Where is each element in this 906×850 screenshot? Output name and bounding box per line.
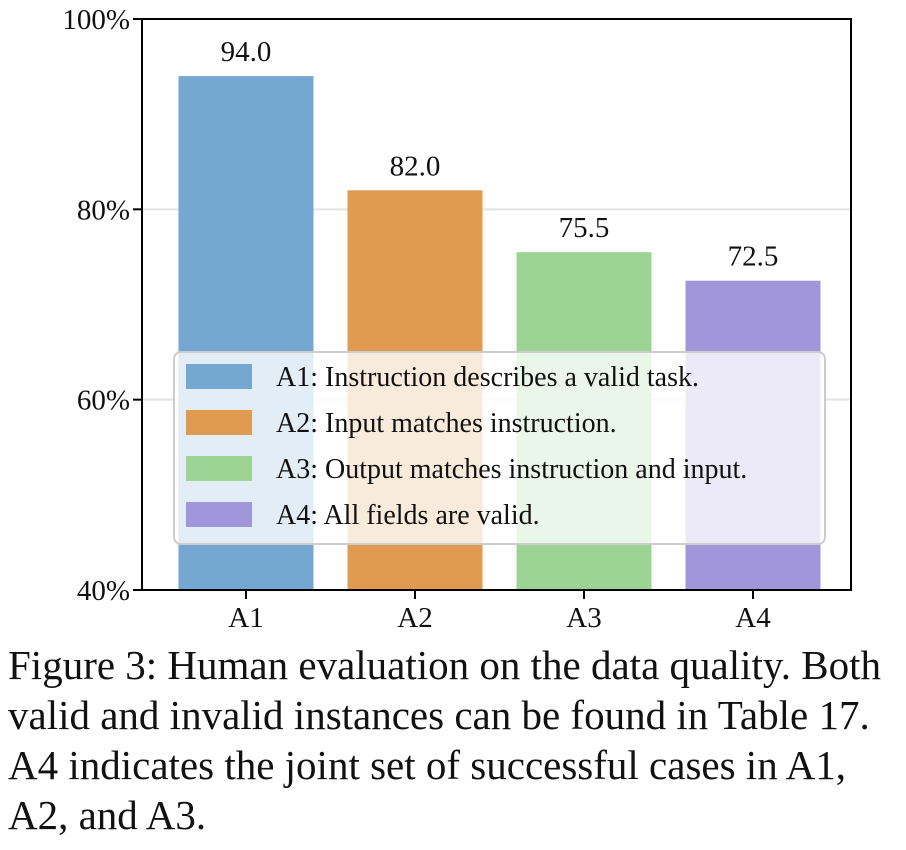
legend-label-a1: A1: Instruction describes a valid task.: [276, 362, 699, 393]
x-tick-label-a3: A3: [566, 602, 601, 630]
legend-swatch-a1: [186, 364, 252, 389]
value-label-a4: 72.5: [728, 241, 779, 273]
y-tick-label-80: 80%: [77, 194, 130, 226]
figure-caption: Figure 3: Human evaluation on the data q…: [8, 642, 881, 838]
y-tick-label-40: 40%: [77, 575, 130, 607]
x-tick-label-a2: A2: [397, 602, 432, 630]
plot-frame: [141, 18, 852, 591]
legend-swatch-a3: [186, 456, 252, 481]
x-tick-label-a4: A4: [735, 602, 771, 630]
y-tick-label-60: 60%: [77, 385, 130, 417]
value-label-a1: 94.0: [221, 36, 272, 68]
y-axis: 40% 60% 80% 100%: [62, 4, 142, 607]
value-label-a3: 75.5: [559, 212, 610, 244]
legend-label-a2: A2: Input matches instruction.: [276, 408, 617, 439]
legend: A1: Instruction describes a valid task. A…: [173, 351, 826, 545]
value-labels: 94.0 82.0 75.5 72.5: [221, 36, 779, 273]
legend-swatch-a2: [186, 410, 252, 435]
x-tick-label-a1: A1: [228, 602, 263, 630]
value-label-a2: 82.0: [390, 150, 441, 182]
y-tick-label-100: 100%: [62, 4, 130, 36]
legend-box: [173, 351, 826, 545]
legend-label-a4: A4: All fields are valid.: [276, 500, 540, 531]
legend-swatch-a4: [186, 502, 252, 527]
x-axis: A1 A2 A3 A4: [228, 590, 771, 630]
bar-chart: 94.0 82.0 75.5 72.5 A1: Instruction describ…: [62, 4, 852, 630]
legend-label-a3: A3: Output matches instruction and input…: [276, 454, 747, 485]
